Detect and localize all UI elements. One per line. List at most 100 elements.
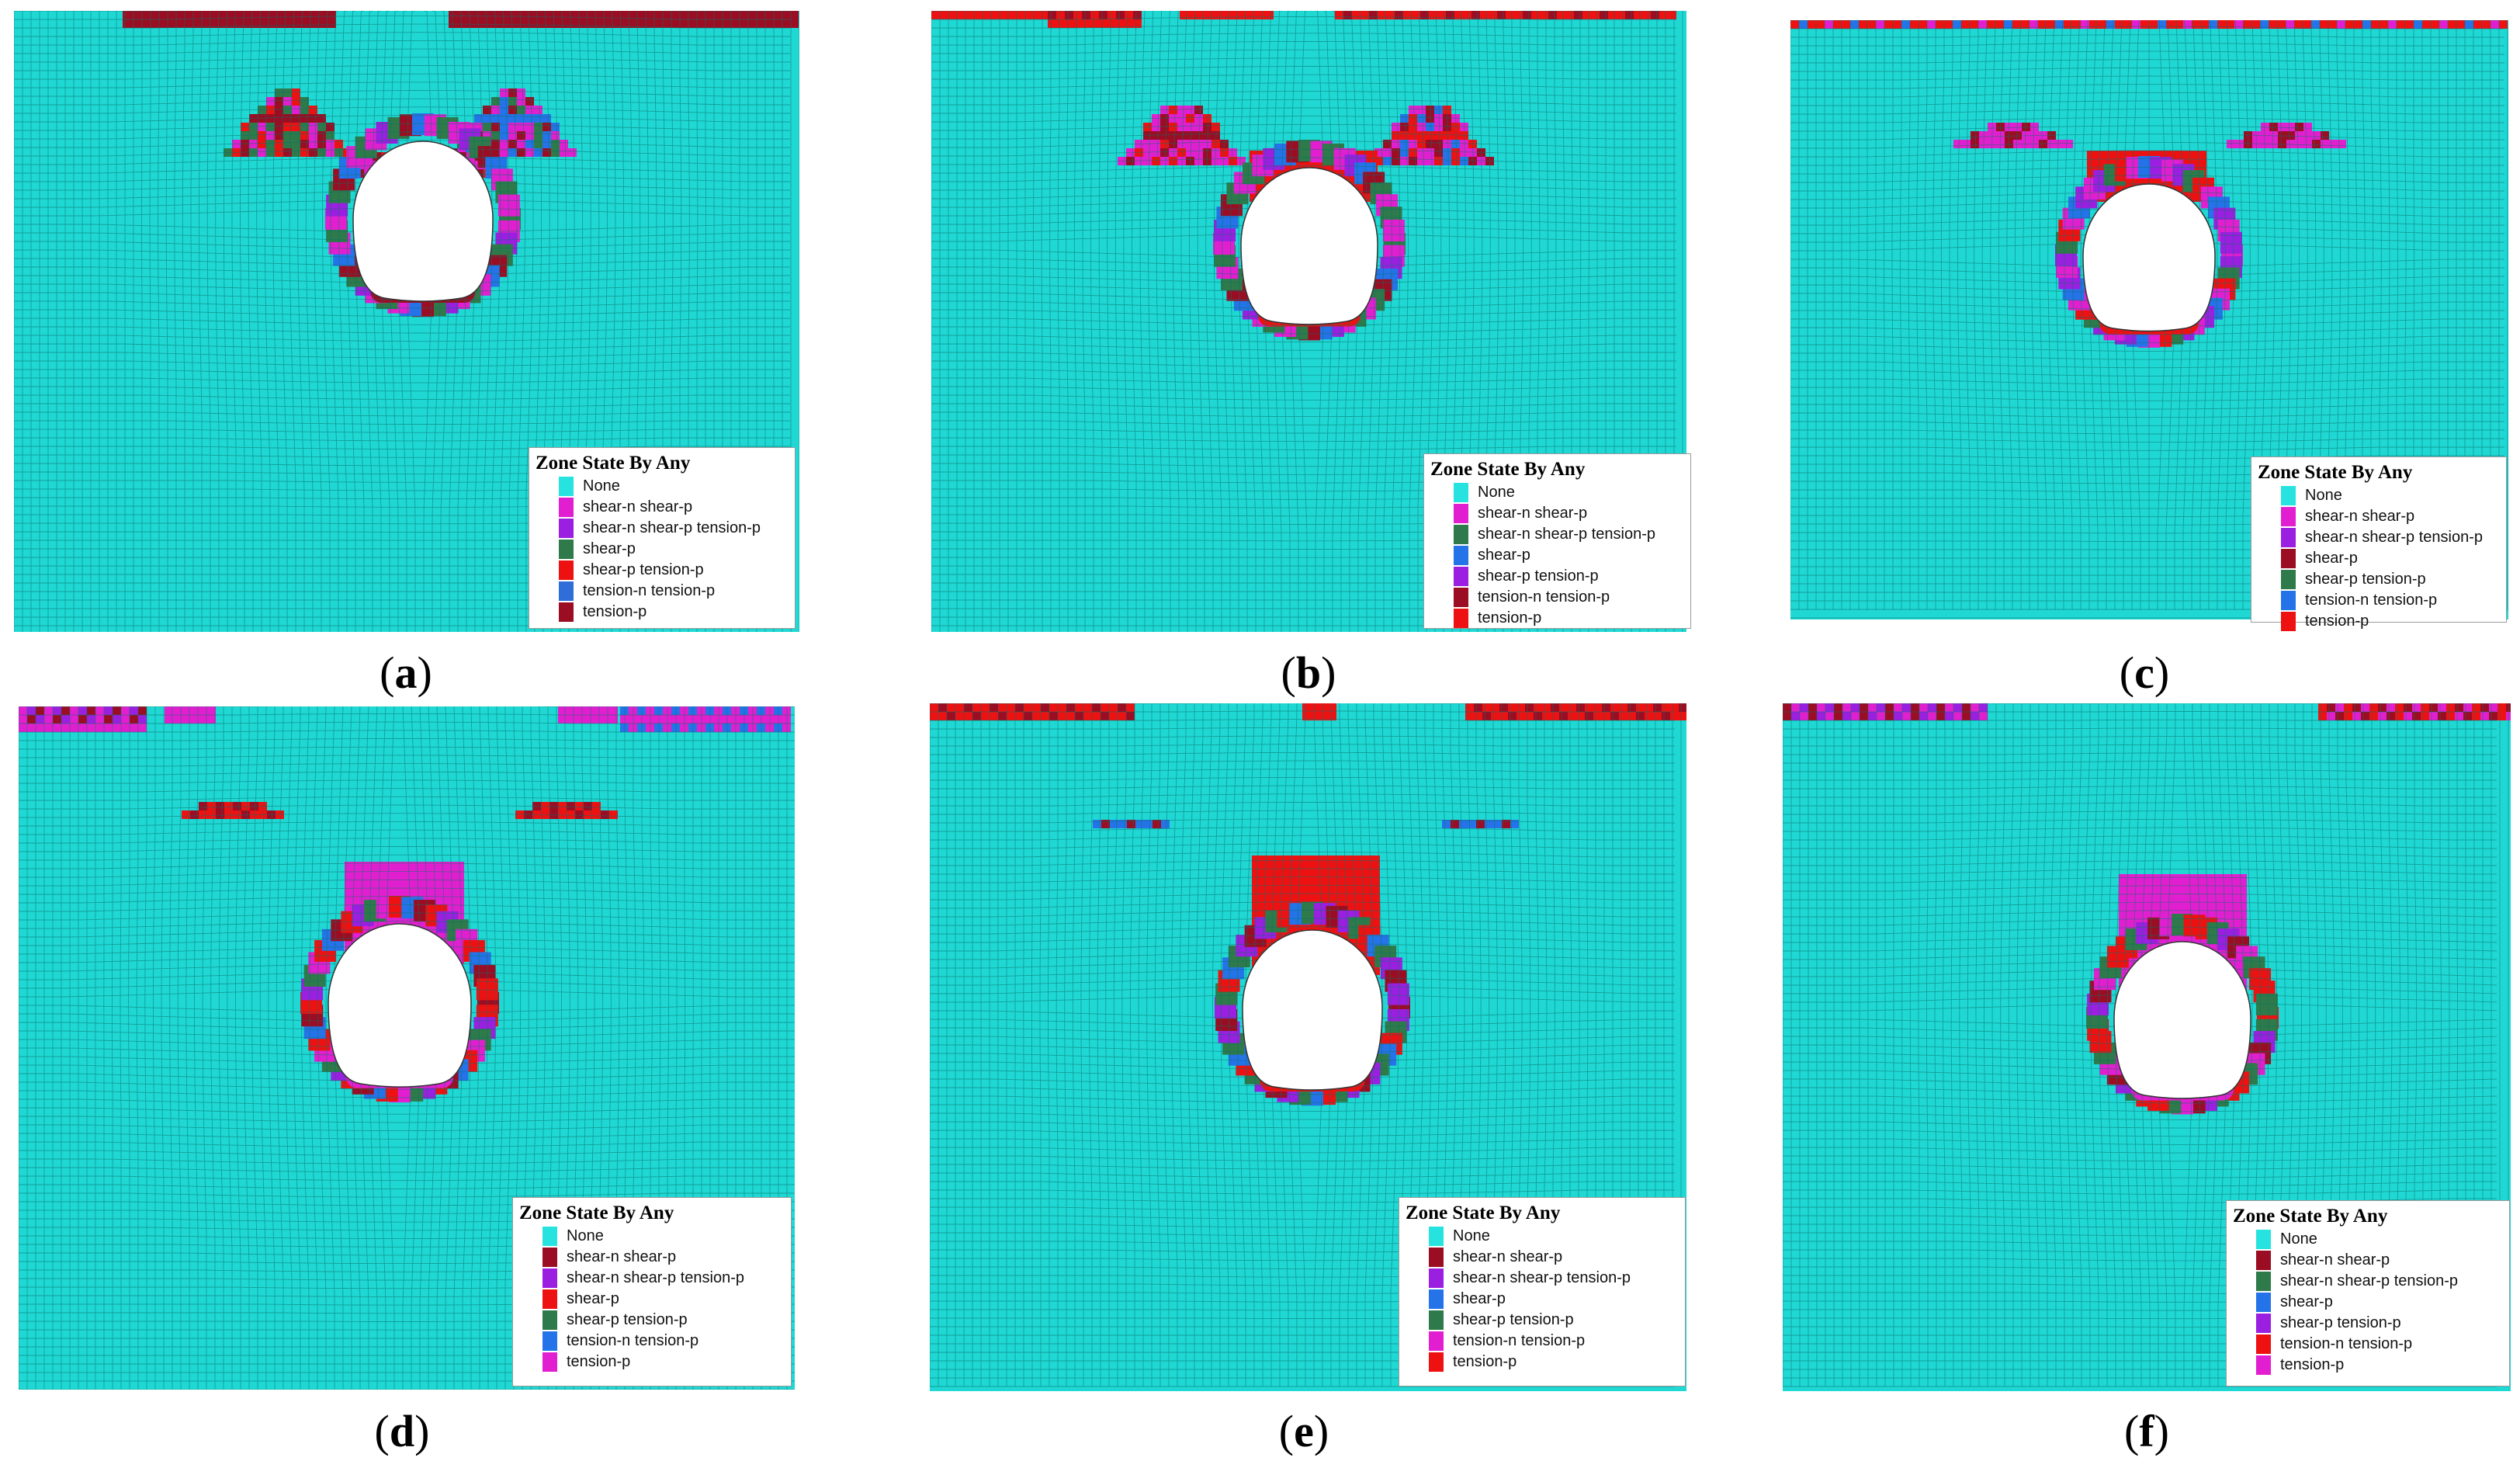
surface-yield-zone [190, 706, 199, 715]
roof-yield-zone [2278, 123, 2286, 131]
surface-yield-zone [1877, 703, 1885, 712]
surface-yield-zone [1860, 712, 1868, 720]
crown-yield-zone [1320, 898, 1329, 907]
surface-yield-zone [217, 11, 225, 19]
surface-yield-zone [2234, 20, 2243, 29]
surface-yield-zone [628, 19, 636, 28]
roof-yield-zone [601, 810, 609, 819]
roof-yield-zone [1426, 123, 1434, 131]
legend-label: shear-n shear-p tension-p [567, 1269, 745, 1286]
roof-yield-zone [249, 140, 258, 148]
surface-yield-zone [140, 11, 148, 19]
legend-label: shear-p [583, 540, 636, 557]
crown-yield-zone [353, 930, 362, 939]
surface-yield-zone [585, 11, 594, 19]
surface-yield-zone [645, 11, 653, 19]
crown-yield-zone [1295, 898, 1303, 907]
crown-yield-zone [1312, 856, 1320, 864]
surface-yield-zone [1936, 703, 1945, 712]
roof-yield-zone [549, 802, 558, 810]
surface-yield-zone [138, 706, 147, 715]
caption-f: (f) [2124, 1406, 2169, 1456]
surface-yield-zone [542, 11, 551, 19]
crown-yield-zone [2181, 151, 2189, 159]
tunnel-cavity [352, 141, 494, 302]
roof-yield-zone [317, 131, 326, 140]
crown-yield-zone [1371, 915, 1380, 924]
surface-yield-zone [2472, 712, 2480, 720]
crown-yield-zone [2119, 891, 2127, 900]
crown-yield-zone [345, 904, 353, 913]
roof-yield-zone [1417, 157, 1426, 165]
surface-yield-zone [157, 11, 165, 19]
roof-yield-zone [283, 148, 292, 157]
surface-yield-zone [174, 19, 182, 28]
surface-yield-zone [466, 11, 474, 19]
surface-yield-zone [938, 703, 947, 712]
surface-yield-zone [2438, 703, 2446, 712]
roof-yield-zone [207, 802, 216, 810]
surface-yield-zone [242, 11, 251, 19]
legend-item: shear-p [2258, 548, 2498, 569]
surface-yield-zone [2412, 712, 2421, 720]
roof-yield-zone [534, 106, 542, 114]
surface-yield-zone [1645, 712, 1653, 720]
surface-yield-zone [2369, 703, 2378, 712]
surface-yield-zone [78, 706, 87, 715]
legend-f: Zone State By Any None shear-n shear-p shea… [2226, 1200, 2510, 1386]
legend-swatch [1454, 504, 1468, 523]
surface-yield-zone [1107, 19, 1116, 28]
roof-yield-zone [1417, 148, 1426, 157]
surface-yield-zone [2269, 20, 2277, 29]
surface-yield-zone [1188, 11, 1197, 19]
legend-item: shear-n shear-p [536, 497, 787, 518]
legend-item: shear-n shear-p [1430, 503, 1683, 524]
legend-item: shear-p tension-p [2258, 569, 2498, 590]
surface-yield-zone [974, 11, 983, 19]
surface-yield-zone [1007, 712, 1015, 720]
legend-swatch [1429, 1289, 1444, 1309]
crown-yield-zone [2172, 151, 2181, 159]
surface-yield-zone [182, 715, 190, 724]
crown-yield-zone [379, 879, 387, 887]
surface-yield-zone [1876, 20, 1884, 29]
roof-yield-zone [1426, 114, 1434, 123]
surface-yield-zone [940, 11, 948, 19]
crown-yield-zone [2204, 883, 2213, 891]
legend-c: Zone State By Any None shear-n shear-p shea… [2251, 456, 2507, 631]
legend-e: Zone State By Any None shear-n shear-p shea… [1399, 1197, 1686, 1386]
surface-yield-zone [1800, 703, 1808, 712]
crown-yield-zone [1260, 864, 1269, 873]
surface-yield-zone [165, 11, 174, 19]
surface-yield-zone [113, 706, 121, 715]
roof-yield-zone [266, 123, 275, 131]
roof-yield-zone [1434, 157, 1443, 165]
surface-yield-zone [1058, 703, 1066, 712]
surface-yield-zone [2175, 20, 2183, 29]
surface-yield-zone [1783, 712, 1791, 720]
surface-yield-zone [688, 715, 697, 724]
surface-yield-zone [714, 715, 723, 724]
surface-yield-zone [740, 724, 748, 732]
surface-yield-zone [121, 715, 130, 724]
crown-yield-zone [2153, 874, 2161, 883]
surface-yield-zone [1911, 712, 1919, 720]
surface-yield-zone [1133, 11, 1142, 19]
roof-yield-zone [233, 802, 241, 810]
roof-yield-zone [515, 810, 524, 819]
roof-yield-zone [491, 114, 500, 123]
roof-yield-zone [1409, 148, 1417, 157]
roof-yield-zone [592, 802, 601, 810]
surface-yield-zone [525, 11, 534, 19]
crown-yield-zone [1337, 864, 1346, 873]
surface-yield-zone [1799, 20, 1808, 29]
crown-yield-zone [379, 887, 387, 896]
roof-yield-zone [1400, 131, 1409, 140]
legend-swatch [1454, 609, 1468, 628]
surface-yield-zone [78, 715, 87, 724]
legend-swatch [2256, 1272, 2271, 1291]
roof-yield-zone [317, 123, 326, 131]
surface-yield-zone [1328, 712, 1336, 720]
surface-yield-zone [1034, 11, 1042, 19]
legend-label: shear-n shear-p tension-p [2305, 529, 2484, 546]
